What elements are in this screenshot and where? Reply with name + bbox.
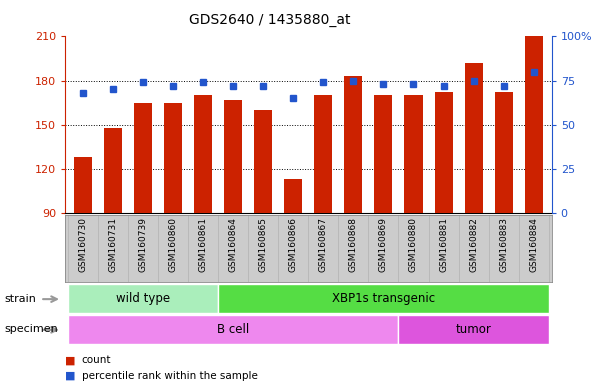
- Bar: [134, 103, 152, 213]
- Text: GSM160867: GSM160867: [319, 217, 328, 272]
- Bar: [344, 76, 362, 213]
- Bar: [525, 36, 543, 213]
- Text: ■: ■: [65, 355, 75, 365]
- Text: specimen: specimen: [5, 324, 58, 334]
- Text: GSM160860: GSM160860: [169, 217, 177, 272]
- Text: GSM160731: GSM160731: [109, 217, 117, 272]
- Bar: [164, 103, 182, 213]
- Text: GSM160864: GSM160864: [229, 217, 237, 272]
- Text: GSM160869: GSM160869: [379, 217, 388, 272]
- Text: wild type: wild type: [116, 292, 170, 305]
- Bar: [404, 95, 423, 213]
- Text: count: count: [82, 355, 111, 365]
- Text: GSM160865: GSM160865: [259, 217, 267, 272]
- Text: GSM160883: GSM160883: [499, 217, 508, 272]
- Bar: [284, 179, 302, 213]
- Text: GSM160866: GSM160866: [289, 217, 297, 272]
- Text: GSM160868: GSM160868: [349, 217, 358, 272]
- Bar: [435, 93, 453, 213]
- Text: GSM160884: GSM160884: [529, 217, 538, 272]
- Bar: [194, 95, 212, 213]
- Text: GSM160730: GSM160730: [79, 217, 87, 272]
- Bar: [104, 128, 122, 213]
- Bar: [398, 315, 549, 344]
- Bar: [254, 110, 272, 213]
- Bar: [495, 93, 513, 213]
- Bar: [74, 157, 92, 213]
- Bar: [374, 95, 392, 213]
- Text: GSM160881: GSM160881: [439, 217, 448, 272]
- Text: ■: ■: [65, 371, 75, 381]
- Text: GSM160739: GSM160739: [139, 217, 147, 272]
- Text: GSM160880: GSM160880: [409, 217, 418, 272]
- Bar: [68, 315, 398, 344]
- Bar: [224, 100, 242, 213]
- Bar: [314, 95, 332, 213]
- Text: strain: strain: [5, 293, 37, 304]
- Text: GSM160882: GSM160882: [469, 217, 478, 272]
- Bar: [68, 284, 218, 313]
- Text: tumor: tumor: [456, 323, 492, 336]
- Text: GDS2640 / 1435880_at: GDS2640 / 1435880_at: [189, 13, 350, 27]
- Text: percentile rank within the sample: percentile rank within the sample: [82, 371, 258, 381]
- Text: XBP1s transgenic: XBP1s transgenic: [332, 292, 435, 305]
- Text: B cell: B cell: [217, 323, 249, 336]
- Text: GSM160861: GSM160861: [199, 217, 207, 272]
- Bar: [218, 284, 549, 313]
- Bar: [465, 63, 483, 213]
